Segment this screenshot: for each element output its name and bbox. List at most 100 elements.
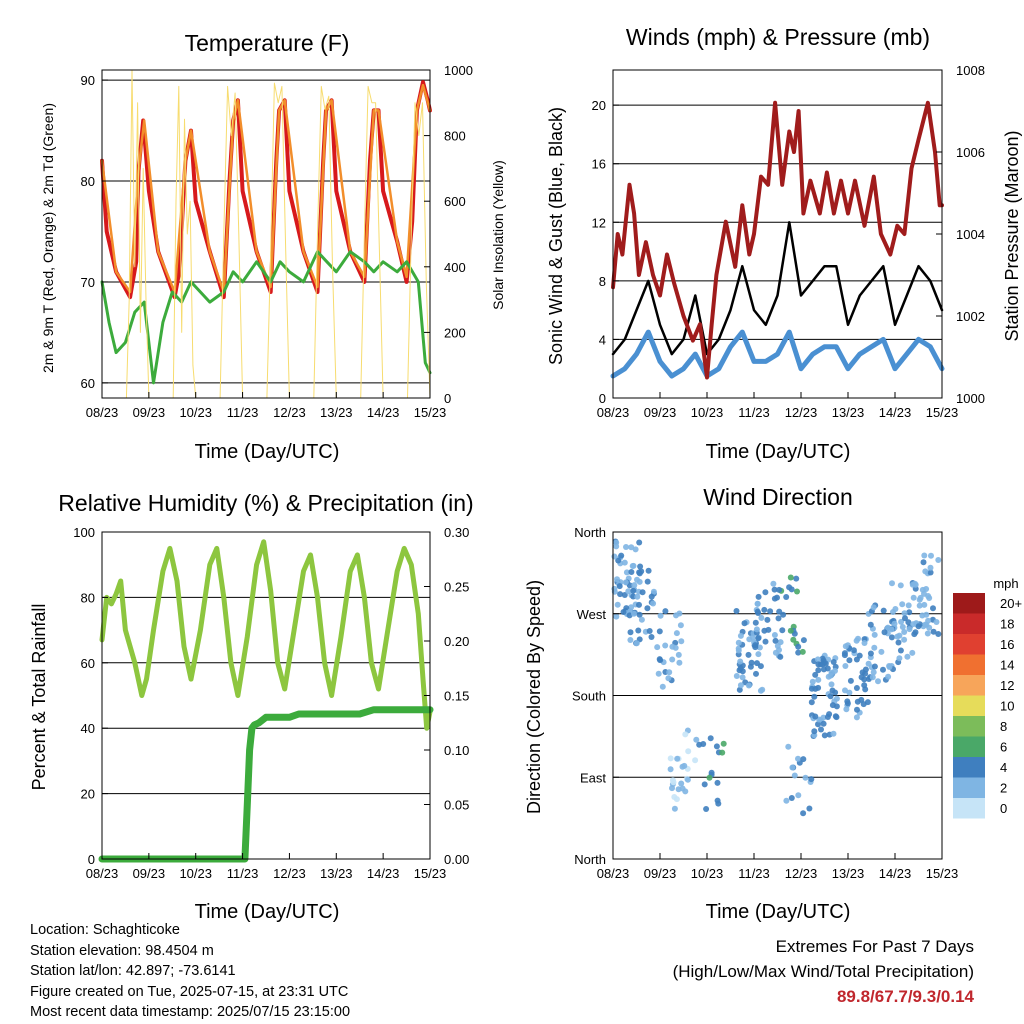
direction-point: [815, 721, 821, 728]
direction-point: [625, 588, 632, 595]
direction-point: [635, 627, 642, 634]
direction-point: [901, 610, 908, 617]
legend-label: 14: [1000, 658, 1014, 673]
x-tick-label: 12/23: [273, 866, 306, 881]
y2-tick-label: 0.30: [444, 525, 469, 540]
y-tick-label: 12: [592, 215, 606, 230]
direction-point: [829, 687, 836, 694]
direction-point: [922, 621, 929, 628]
direction-point: [791, 772, 798, 779]
direction-point: [885, 673, 892, 680]
direction-point: [678, 638, 685, 645]
direction-point: [842, 663, 849, 669]
direction-point: [719, 749, 726, 756]
direction-point: [622, 579, 629, 586]
direction-point: [735, 647, 742, 654]
direction-point: [631, 610, 637, 617]
series-9m-t: [100, 83, 432, 294]
direction-ylabel: Direction (Colored By Speed): [524, 580, 544, 814]
direction-point: [800, 637, 807, 644]
direction-point: [739, 674, 746, 681]
direction-point: [623, 569, 630, 576]
extremes-values: 89.8/67.7/9.3/0.14: [836, 987, 974, 1006]
direction-point: [670, 779, 677, 786]
direction-point: [779, 627, 786, 634]
direction-point: [821, 732, 828, 739]
humidity-chart: Relative Humidity (%) & Precipitation (i…: [29, 490, 474, 923]
direction-point: [927, 564, 934, 571]
direction-point: [789, 764, 796, 771]
x-tick-label: 11/23: [227, 405, 259, 420]
direction-point: [708, 769, 715, 776]
legend-label: 16: [1000, 637, 1014, 652]
direction-point: [636, 611, 643, 618]
direction-point: [671, 794, 678, 800]
y2-tick-label: 800: [444, 129, 466, 144]
x-tick-label: 08/23: [86, 866, 119, 881]
direction-point: [684, 776, 691, 783]
direction-point: [921, 552, 928, 559]
direction-point: [669, 656, 676, 663]
direction-point: [755, 635, 762, 642]
direction-point: [765, 626, 772, 633]
direction-point: [897, 647, 904, 654]
direction-point: [830, 659, 837, 665]
direction-point: [917, 594, 924, 601]
x-tick-label: 13/23: [320, 405, 353, 420]
direction-point: [630, 587, 637, 594]
direction-point: [682, 731, 689, 738]
winds-ylabel: Sonic Wind & Gust (Blue, Black): [546, 107, 566, 365]
direction-point: [646, 628, 653, 634]
x-tick-label: 15/23: [414, 866, 447, 881]
direction-point: [800, 756, 807, 763]
x-tick-label: 15/23: [926, 866, 959, 881]
direction-point: [648, 593, 655, 600]
direction-point: [795, 792, 802, 799]
legend-swatch: [953, 695, 985, 716]
y2-tick-label: 1002: [956, 309, 985, 324]
direction-point: [771, 586, 778, 593]
legend-label: 20+: [1000, 596, 1022, 611]
direction-point: [762, 589, 769, 596]
direction-point: [611, 553, 618, 560]
humidity-xlabel: Time (Day/UTC): [195, 901, 340, 923]
y-tick-label: North: [574, 852, 606, 867]
direction-point: [665, 675, 672, 682]
winds-y2label: Station Pressure (Maroon): [1002, 130, 1022, 341]
direction-point: [921, 590, 927, 597]
direction-xlabel: Time (Day/UTC): [706, 901, 851, 923]
direction-point: [815, 661, 822, 668]
direction-point: [906, 626, 913, 633]
direction-point: [636, 539, 643, 546]
direction-point: [841, 650, 848, 657]
direction-point: [822, 660, 829, 667]
direction-point: [636, 601, 642, 608]
y-tick-label: 0: [599, 391, 606, 406]
x-tick-label: 10/23: [179, 405, 212, 420]
direction-point: [847, 677, 854, 684]
temperature-title: Temperature (F): [185, 30, 350, 56]
direction-point: [713, 743, 720, 750]
direction-point: [677, 622, 684, 629]
direction-point: [771, 632, 778, 638]
info-elevation: Station elevation: 98.4504 m: [30, 942, 214, 959]
direction-point: [737, 658, 744, 665]
x-tick-label: 11/23: [738, 866, 770, 881]
direction-point: [678, 780, 685, 787]
direction-point: [808, 776, 815, 783]
direction-point: [818, 726, 824, 733]
direction-point: [820, 666, 827, 673]
direction-point: [777, 653, 784, 660]
plot-frame: [101, 531, 431, 860]
direction-point: [871, 631, 878, 638]
direction-point: [650, 588, 657, 595]
y2-tick-label: 0.05: [444, 798, 469, 813]
y2-tick-label: 1000: [956, 391, 985, 406]
direction-point: [854, 706, 860, 713]
direction-point: [922, 568, 929, 575]
direction-point: [898, 618, 905, 625]
direction-point: [828, 681, 835, 688]
direction-point: [736, 686, 743, 693]
direction-point: [676, 659, 683, 666]
direction-point: [820, 720, 827, 727]
